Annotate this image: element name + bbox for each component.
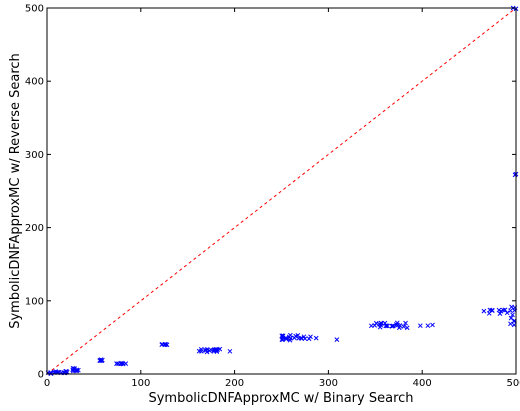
data-point <box>510 312 515 318</box>
data-point <box>508 315 514 321</box>
data-point <box>123 361 129 366</box>
data-point <box>211 349 217 354</box>
data-point <box>502 307 508 313</box>
data-point <box>404 325 410 331</box>
data-point <box>207 348 213 354</box>
data-point <box>504 310 510 316</box>
data-point <box>203 348 208 353</box>
x-tick-label: 400 <box>413 378 432 389</box>
x-axis-label: SymbolicDNFApproxMC w/ Binary Search <box>148 391 413 406</box>
data-point <box>279 333 285 339</box>
y-tick-label: 200 <box>25 223 44 234</box>
x-tick-label: 300 <box>319 378 338 389</box>
data-point <box>486 311 492 316</box>
data-point <box>74 367 80 373</box>
data-point <box>497 311 503 316</box>
data-point <box>214 348 219 353</box>
data-point <box>378 320 384 326</box>
data-point <box>511 322 517 328</box>
data-point <box>313 335 319 341</box>
data-point <box>417 323 423 329</box>
y-axis-label: SymbolicDNFApproxMC w/ Reverse Search <box>8 53 23 329</box>
data-point <box>287 337 293 343</box>
data-point <box>283 335 289 341</box>
data-point <box>373 320 379 326</box>
data-points-layer <box>45 5 519 376</box>
data-point <box>295 332 301 338</box>
data-point <box>196 348 202 354</box>
data-point <box>227 348 233 354</box>
data-point <box>425 323 431 329</box>
data-point <box>306 336 312 342</box>
data-point <box>114 361 119 366</box>
data-point <box>496 307 502 313</box>
data-point <box>162 341 168 347</box>
data-point <box>280 337 286 343</box>
data-point <box>481 308 487 314</box>
axis-ticks-layer: 0 100 200 300 400 500 0 100 200 300 400 500 <box>25 4 520 390</box>
data-point <box>377 324 383 330</box>
data-point <box>98 357 104 362</box>
data-point <box>430 322 435 328</box>
data-point <box>401 324 407 329</box>
data-point <box>70 368 76 374</box>
y-tick-label: 0 <box>38 370 44 381</box>
x-tick-label: 500 <box>506 378 520 389</box>
data-point <box>508 308 513 314</box>
data-point <box>397 323 403 328</box>
data-point <box>390 323 396 329</box>
y-tick-label: 500 <box>25 4 44 15</box>
data-point <box>334 337 340 342</box>
x-tick-label: 0 <box>44 378 50 389</box>
data-point <box>403 320 408 326</box>
data-point <box>383 323 389 329</box>
x-tick-label: 100 <box>131 378 150 389</box>
data-point <box>508 321 513 327</box>
y-tick-label: 100 <box>25 296 44 307</box>
plot-area <box>47 8 516 374</box>
y-tick-label: 300 <box>25 150 44 161</box>
data-point <box>55 369 61 375</box>
x-tick-label: 200 <box>225 378 244 389</box>
data-point <box>279 337 285 343</box>
data-point <box>487 307 493 313</box>
data-point <box>368 323 374 329</box>
data-point <box>292 335 297 341</box>
plot-frame <box>46 7 517 375</box>
data-point <box>288 332 293 338</box>
y-tick-label: 400 <box>25 77 44 88</box>
data-point <box>283 336 289 342</box>
data-point <box>299 336 305 341</box>
